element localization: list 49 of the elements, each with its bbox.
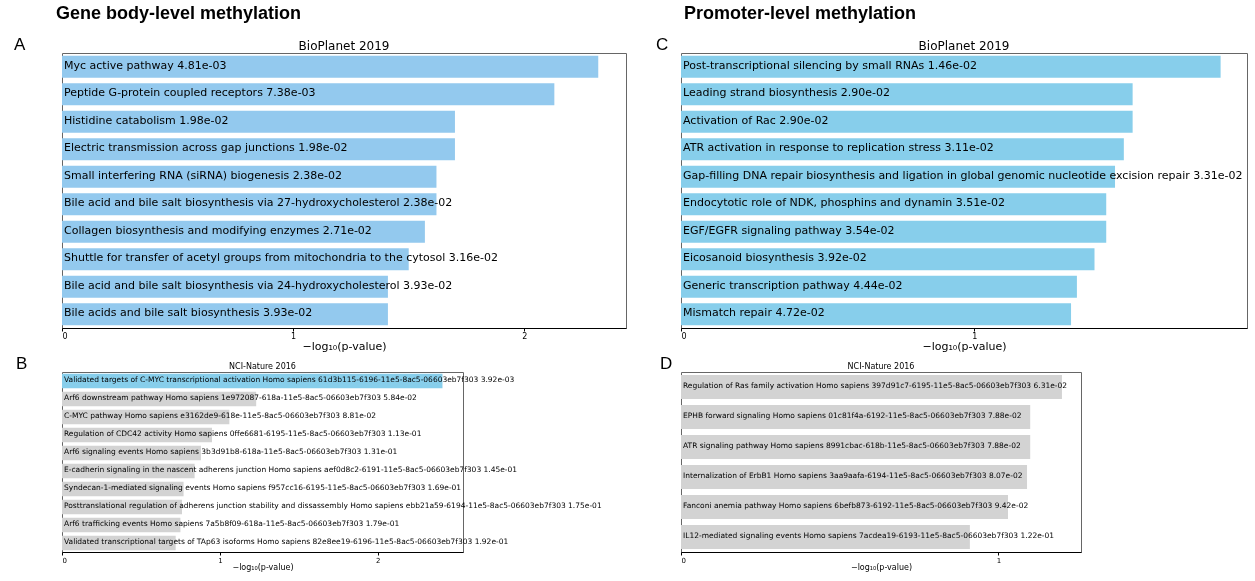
bar: [681, 83, 1133, 106]
y-tick-label: Endocytotic role of NDK, phosphins and dynamin 3.51e-02: [683, 196, 1005, 210]
x-tick-label: 1: [291, 331, 297, 341]
chart-title: BioPlanet 2019: [918, 39, 1010, 53]
y-tick-label: Histidine catabolism 1.98e-02: [64, 113, 229, 127]
bar: [681, 220, 1107, 243]
chart-title: NCI-Nature 2016: [847, 362, 915, 371]
y-tick-label: Shuttle for transfer of acetyl groups from mitochondria to the cytosol 3.16e-02: [64, 251, 498, 265]
y-tick-label: Eicosanoid biosynthesis 3.92e-02: [683, 251, 867, 265]
bar: [62, 110, 455, 133]
bar: [681, 275, 1077, 298]
bar: [681, 55, 1221, 78]
y-tick-label: Bile acid and bile salt biosynthesis via 27-hydroxycholesterol 2.38e-02: [64, 196, 453, 210]
bar: [681, 110, 1133, 133]
x-axis-title: −log₁₀(p-value): [232, 562, 294, 572]
text: D: [660, 354, 673, 373]
y-tick-label: Mismatch repair 4.72e-02: [683, 306, 825, 320]
text: C: [656, 35, 669, 54]
x-axis-title: −log₁₀(p-value): [302, 339, 387, 353]
bar: [62, 55, 599, 78]
bar: [681, 248, 1095, 271]
y-tick-label: Bile acids and bile salt biosynthesis 3.93e-02: [64, 306, 313, 320]
y-tick-label: Bile acid and bile salt biosynthesis via 24-hydroxycholesterol 3.93e-02: [64, 278, 453, 292]
chart-title: NCI-Nature 2016: [229, 362, 296, 371]
y-tick-label: Activation of Rac 2.90e-02: [683, 113, 829, 127]
x-tick-label: 1: [972, 331, 978, 341]
y-tick-label: Peptide G-protein coupled receptors 7.38e-03: [64, 86, 316, 100]
x-tick-label: 0: [681, 331, 687, 341]
y-tick-label: Small interfering RNA (siRNA) biogenesis 2.38e-02: [64, 168, 343, 182]
y-tick-label: Myc active pathway 4.81e-03: [64, 58, 227, 72]
text: Promoter-level methylation: [684, 3, 917, 23]
y-tick-label: Gap-filling DNA repair biosynthesis and ligation in global genomic nucleotide excision repair 3.31e-02: [683, 168, 1243, 182]
y-tick-label: ATR activation in response to replication stress 3.11e-02: [683, 141, 994, 155]
chart-title: BioPlanet 2019: [298, 39, 390, 53]
y-tick-label: Electric transmission across gap junctions 1.98e-02: [64, 141, 348, 155]
text: B: [16, 354, 28, 373]
y-tick-label: Post-transcriptional silencing by small RNAs 1.46e-02: [683, 58, 978, 72]
y-tick-label: Collagen biosynthesis and modifying enzymes 2.71e-02: [64, 223, 372, 237]
x-tick-label: 0: [62, 331, 68, 341]
y-tick-label: Leading strand biosynthesis 2.90e-02: [683, 86, 890, 100]
y-tick-label: Generic transcription pathway 4.44e-02: [683, 278, 903, 292]
text: Gene body-level methylation: [56, 3, 302, 23]
text: A: [14, 35, 26, 54]
bar: [681, 303, 1072, 326]
bar: [62, 83, 555, 106]
x-axis-title: −log₁₀(p-value): [850, 562, 913, 572]
x-axis-title: −log₁₀(p-value): [922, 339, 1007, 353]
y-tick-label: EGF/EGFR signaling pathway 3.54e-02: [683, 223, 895, 237]
x-tick-label: 2: [522, 331, 528, 341]
